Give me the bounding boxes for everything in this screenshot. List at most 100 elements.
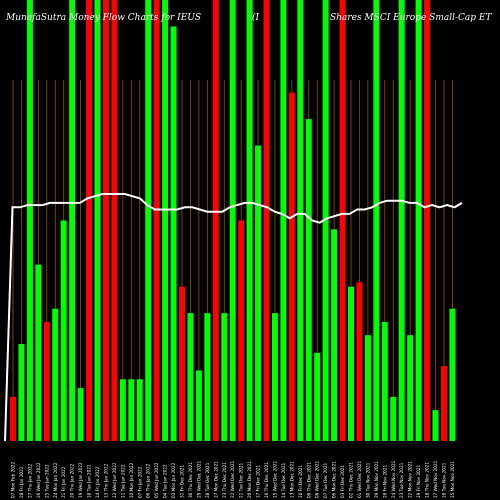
x-tick-label: 29 Mon Nov 2021: [374, 461, 379, 498]
x-tick-label: 10 Fri Dec 2021: [298, 465, 303, 498]
bar: [145, 0, 152, 441]
x-tick-label: 07 Mon Feb 2022: [11, 461, 16, 498]
bar: [153, 0, 160, 441]
x-tick-label: 22 Wed Dec 2021: [230, 460, 235, 498]
x-tick-label: 20 Thu Jan 2022: [70, 463, 75, 498]
x-tick-label: 09 Thu Dec 2021: [306, 462, 311, 498]
x-tick-label: 06 Thu Jan 2022: [146, 463, 151, 498]
x-tick-label: 28 Fri Jan 2022: [19, 466, 24, 498]
bar: [449, 308, 456, 441]
chart-title-right: Shares MSCI Europe Small-Cap ET: [330, 13, 492, 23]
bar: [94, 0, 101, 441]
bar: [398, 0, 405, 441]
x-tick-label: 28 Tue Dec 2021: [205, 462, 210, 498]
x-tick-label: 17 Wed Nov 2021: [433, 460, 438, 498]
trend-line: [4, 193, 463, 442]
bar: [373, 0, 380, 441]
x-tick-label: 08 Wed Dec 2021: [315, 460, 320, 498]
x-tick-label: 20 Mon Dec 2021: [247, 461, 252, 498]
x-tick-label: 18 Tue Jan 2022: [87, 464, 92, 498]
x-tick-label: 03 Mon Jan 2022: [171, 462, 176, 498]
bar: [26, 0, 33, 441]
bar: [69, 0, 76, 441]
bar: [348, 286, 354, 441]
x-tick-label: 25 Tue Jan 2022: [44, 464, 49, 498]
bar: [246, 0, 253, 441]
x-tick-label: 16 Thu Dec 2021: [264, 462, 269, 498]
bar: [195, 370, 202, 441]
x-tick-label: 13 Mon Dec 2021: [289, 461, 294, 498]
x-tick-label: 21 Fri Jan 2022: [61, 466, 66, 498]
x-tick-label: 14 Fri Jan 2022: [95, 466, 100, 498]
x-tick-label: 31 Fri Dec 2021: [180, 465, 185, 498]
x-tick-label: 13 Thu Jan 2022: [103, 463, 108, 498]
chart-x-tick-labels: 07 Mon Feb 2022 28 Fri Jan 2022 27 Thu Jan…: [11, 460, 455, 498]
x-tick-label: 05 Wed Jan 2022: [154, 462, 159, 498]
x-tick-label: 17 Fri Dec 2021: [256, 465, 261, 498]
x-tick-label: 15 Mon Nov 2021: [450, 461, 455, 498]
bar: [102, 0, 109, 441]
bar: [390, 396, 397, 441]
bar: [119, 379, 126, 441]
chart-bars: [10, 0, 456, 442]
bar: [364, 335, 371, 441]
x-tick-label: 23 Thu Dec 2021: [222, 462, 227, 498]
x-tick-label: 21 Tue Dec 2021: [239, 462, 244, 498]
chart-title-left: MunafaSutra Money Flow Charts for IEUS: [5, 13, 201, 23]
x-tick-label: 11 Tue Jan 2022: [120, 464, 125, 498]
chart-line-layer: [4, 193, 463, 442]
bar: [305, 119, 312, 441]
bar: [221, 313, 228, 441]
bar: [35, 264, 42, 441]
bar: [271, 313, 278, 441]
x-tick-label: 24 Mon Jan 2022: [53, 462, 58, 498]
x-tick-label: 04 Tue Jan 2022: [163, 464, 168, 498]
bar: [415, 0, 422, 441]
x-tick-label: 16 Tue Nov 2021: [441, 462, 446, 498]
x-tick-label: 30 Thu Dec 2021: [188, 462, 193, 498]
bar: [407, 335, 414, 441]
bar: [179, 286, 185, 441]
bar: [339, 0, 346, 441]
x-tick-label: 06 Mon Dec 2021: [332, 461, 337, 498]
bar: [60, 220, 67, 441]
x-tick-label: 30 Tue Nov 2021: [365, 462, 370, 498]
bar: [111, 0, 118, 441]
bar: [18, 343, 25, 441]
bar: [238, 220, 245, 441]
bar: [52, 308, 59, 441]
x-tick-label: 27 Mon Dec 2021: [213, 461, 218, 498]
bar: [263, 0, 270, 441]
bar: [170, 26, 177, 442]
bar: [204, 313, 211, 441]
x-tick-label: 22 Mon Nov 2021: [408, 461, 413, 498]
bar: [128, 379, 135, 441]
x-tick-label: 14 Tue Dec 2021: [281, 462, 286, 498]
bar: [440, 366, 447, 441]
x-tick-label: 03 Fri Dec 2021: [340, 465, 345, 498]
x-tick-label: 27 Thu Jan 2022: [27, 463, 32, 498]
bar: [77, 388, 84, 441]
bar: [10, 396, 16, 441]
x-tick-label: 26 Wed Jan 2022: [36, 462, 41, 498]
x-tick-label: 15 Wed Dec 2021: [272, 460, 277, 498]
x-tick-label: 29 Wed Dec 2021: [196, 460, 201, 498]
x-tick-label: 24 Wed Nov 2021: [391, 460, 396, 498]
x-tick-label: 23 Tue Nov 2021: [399, 462, 404, 498]
bar: [43, 321, 50, 441]
x-tick-label: 19 Fri Nov 2021: [416, 465, 421, 498]
x-tick-label: 26 Fri Nov 2021: [382, 465, 387, 498]
bar: [356, 282, 363, 441]
bar: [297, 0, 304, 441]
bar: [280, 0, 287, 441]
bar: [212, 0, 219, 441]
bar: [432, 410, 439, 441]
chart-title-mid: (I: [252, 12, 260, 23]
bar: [314, 352, 321, 441]
x-tick-label: 18 Thu Nov 2021: [425, 462, 430, 498]
bar: [288, 92, 295, 442]
x-tick-label: 19 Wed Jan 2022: [78, 462, 83, 498]
bar: [86, 0, 93, 441]
bar: [187, 313, 194, 441]
